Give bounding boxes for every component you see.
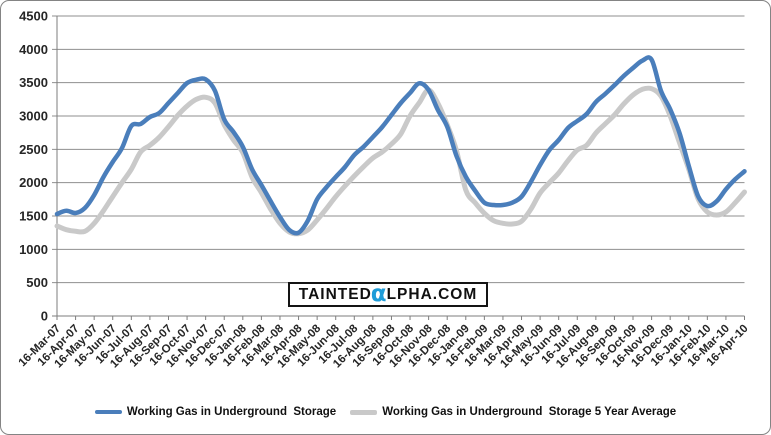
legend-label-5yr-average: Working Gas in Underground Storage 5 Yea… — [382, 406, 677, 418]
legend-swatch-working-gas — [94, 410, 122, 414]
watermark-suffix: LPHA.COM — [386, 285, 478, 303]
svg-text:3000: 3000 — [19, 109, 48, 124]
x-axis-labels: 16-Mar-0716-Apr-0716-May-0716-Jun-0716-J… — [17, 322, 751, 370]
gridlines — [52, 15, 745, 317]
svg-text:2500: 2500 — [19, 142, 48, 157]
series-line-working-gas — [54, 55, 747, 236]
svg-text:4500: 4500 — [19, 9, 48, 24]
legend-item-5yr-average: Working Gas in Underground Storage 5 Yea… — [350, 406, 676, 418]
series-lines — [54, 55, 747, 237]
series-line-5yr-average — [54, 85, 747, 237]
svg-text:1000: 1000 — [19, 242, 48, 257]
svg-text:0: 0 — [41, 309, 48, 324]
watermark-alpha-icon: α — [370, 281, 388, 308]
legend: Working Gas in Underground Storage Worki… — [0, 400, 771, 424]
legend-swatch-5yr-average — [350, 409, 378, 415]
svg-text:500: 500 — [26, 275, 48, 290]
svg-text:2000: 2000 — [19, 175, 48, 190]
svg-text:1500: 1500 — [19, 209, 48, 224]
watermark-prefix: TAINTED — [298, 285, 372, 303]
y-axis-labels: 0 500 1000 1500 2000 2500 3000 3500 4000 4500 — [19, 9, 48, 324]
legend-item-working-gas: Working Gas in Underground Storage — [94, 406, 337, 418]
x-axis-ticks — [56, 316, 745, 320]
watermark: TAINTED α LPHA.COM — [288, 282, 488, 307]
svg-text:4000: 4000 — [19, 42, 48, 57]
legend-label-working-gas: Working Gas in Underground Storage — [126, 406, 337, 418]
svg-text:3500: 3500 — [19, 75, 48, 90]
